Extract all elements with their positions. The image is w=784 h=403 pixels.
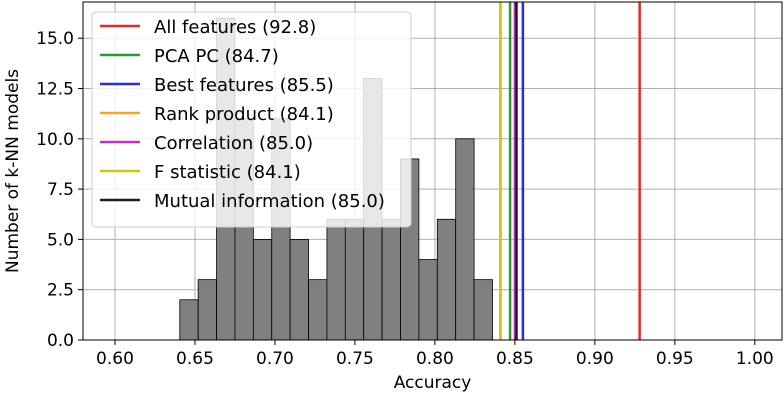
histogram-bar [344,218,365,341]
histogram-bar [436,218,457,341]
x-tick-label: 1.00 [736,349,774,369]
y-tick-label: 5.0 [47,230,74,250]
x-tick-label: 0.80 [416,349,454,369]
histogram-bar [455,138,475,341]
y-tick-label: 10.0 [36,130,74,150]
legend-label: PCA PC (84.7) [154,46,279,67]
y-tick-label: 0.0 [47,331,74,351]
x-tick-label: 0.95 [656,349,694,369]
y-axis-label: Number of k-NN models [3,69,23,273]
legend-label: F statistic (84.1) [154,162,301,183]
histogram-bar [308,279,328,341]
y-tick-label: 7.5 [47,180,74,200]
x-tick-label: 0.75 [336,349,374,369]
x-tick-label: 0.65 [176,349,214,369]
histogram-bar [326,218,346,341]
histogram-bar [418,259,438,341]
legend-label: Rank product (84.1) [154,104,334,125]
histogram-bar [252,239,273,341]
x-tick-label: 0.85 [496,349,534,369]
y-tick-label: 12.5 [36,80,74,100]
reference-lines [499,2,641,340]
legend: All features (92.8) PCA PC (84.7) Best fea… [91,11,412,228]
histogram-bar [381,218,401,341]
axis-ticks: 0.60 0.65 0.70 0.75 0.80 0.85 0.90 0.95 1.00 0.0 2… [36,29,774,369]
legend-box [91,11,412,228]
histogram-bar [197,279,217,341]
plot-frame [82,1,783,341]
legend-label: Mutual information (85.0) [154,191,385,212]
histogram-bar [179,299,199,341]
x-tick-label: 0.60 [96,349,134,369]
histogram-bar [289,239,309,341]
legend-label: All features (92.8) [154,17,316,38]
x-tick-label: 0.90 [576,349,614,369]
x-axis-label: Accuracy [394,373,472,393]
x-tick-label: 0.70 [256,349,294,369]
y-tick-label: 15.0 [36,29,74,49]
legend-label: Correlation (85.0) [154,133,313,154]
histogram-bar [473,279,493,341]
legend-label: Best features (85.5) [154,75,334,96]
y-tick-label: 2.5 [47,281,74,301]
